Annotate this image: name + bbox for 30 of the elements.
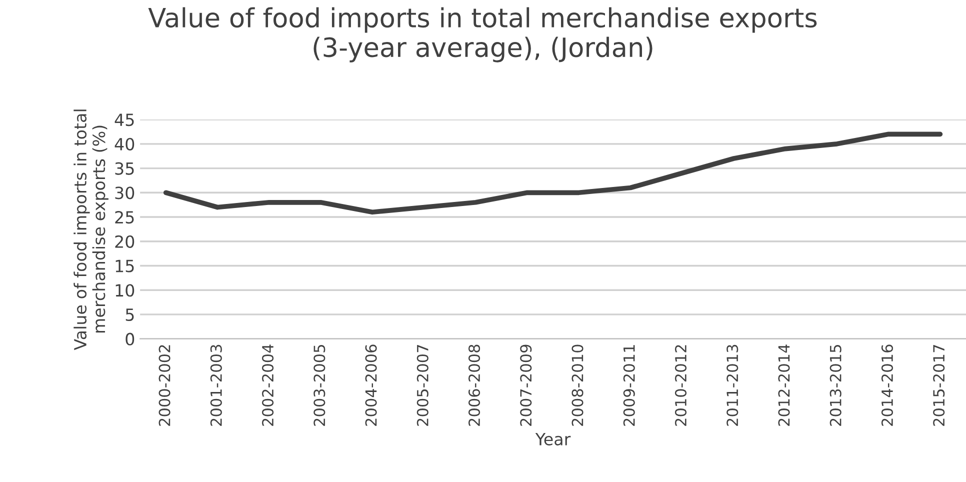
x-tick-label: 2005-2007: [416, 345, 428, 426]
x-tick-label: 2010-2012: [674, 345, 687, 426]
x-tick-label: 2004-2006: [365, 344, 377, 426]
x-tick-label: 2003-2005: [314, 345, 326, 426]
x-axis-title: Year: [535, 433, 571, 446]
x-tick-label: 2002-2004: [262, 344, 274, 426]
x-tick-label: 2015-2017: [933, 345, 945, 426]
y-tick-label: 10: [116, 284, 134, 297]
x-tick-label: 2006-2008: [468, 344, 480, 426]
y-tick-label: 0: [126, 332, 134, 346]
x-tick-label: 2000-2002: [158, 345, 170, 426]
y-tick-label: 45: [114, 114, 134, 126]
y-tick-label: 40: [114, 138, 134, 150]
x-tick-label: 2014-2016: [881, 344, 893, 426]
y-tick-label: 30: [115, 186, 134, 200]
y-tick-label: 5: [126, 308, 134, 322]
y-tick-label: 35: [115, 162, 134, 175]
y-tick-label: 20: [115, 235, 134, 248]
x-tick-label: 2007-2009: [520, 344, 532, 426]
chart-title: Value of food imports in total merchandise exports (3-year average), (Jordan): [148, 7, 817, 62]
y-axis-title: Value of food imports in total merchandise exports (%): [74, 110, 108, 350]
x-tick-label: 2008-2010: [572, 344, 584, 426]
x-tick-label: 2001-2003: [210, 344, 222, 426]
x-tick-label: 2011-2013: [726, 344, 738, 426]
x-tick-label: 2009-2011: [623, 345, 635, 426]
y-tick-label: 15: [116, 260, 134, 272]
x-tick-label: 2012-2014: [778, 344, 790, 426]
line-series: [163, 132, 943, 215]
y-tick-label: 25: [115, 210, 134, 224]
x-tick-label: 2013-2015: [830, 345, 842, 426]
